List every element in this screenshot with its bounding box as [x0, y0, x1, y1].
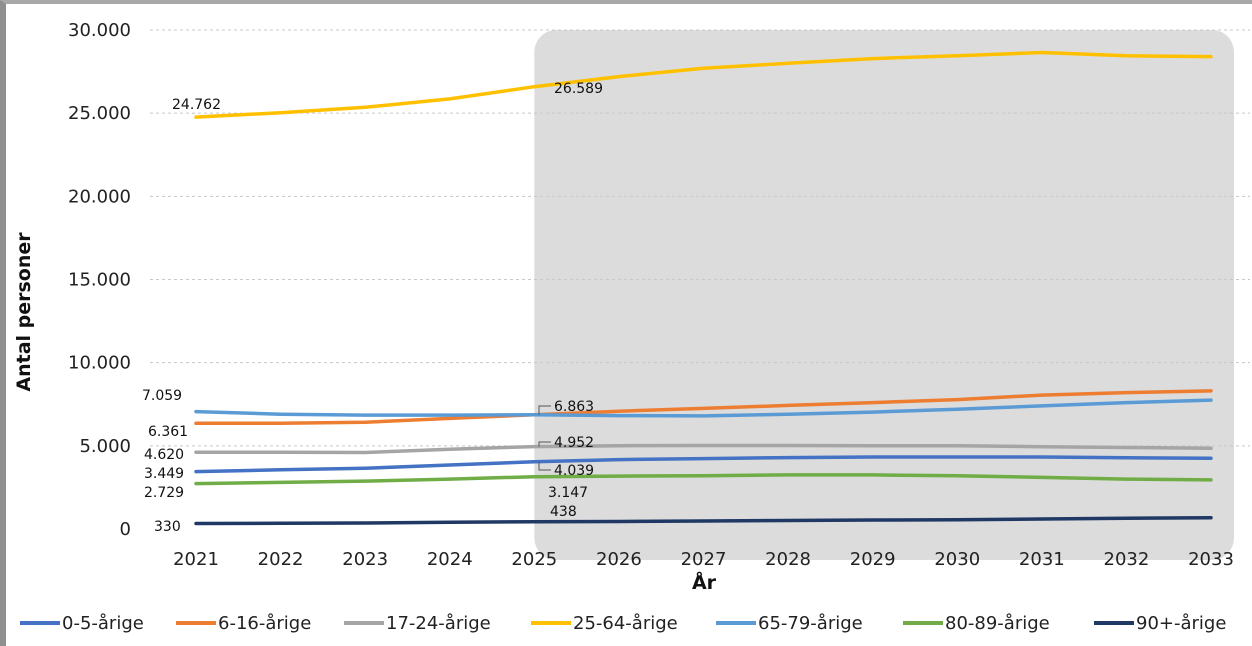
legend-entry: 17-24-årige [386, 613, 491, 634]
x-tick-label: 2029 [850, 549, 896, 570]
series-line-0 [194, 455, 1213, 474]
series-line-6 [194, 515, 1213, 526]
data-label: 3.449 [144, 466, 184, 482]
y-tick-label: 20.000 [68, 186, 131, 207]
x-tick-label: 2022 [258, 549, 304, 570]
x-tick-label: 2025 [511, 549, 557, 570]
y-tick-label: 15.000 [68, 270, 131, 291]
y-tick-label: 30.000 [68, 20, 131, 41]
legend-entry: 0-5-årige [62, 613, 144, 634]
legend-entry: 6-16-årige [218, 613, 311, 634]
x-axis-title: År [692, 570, 717, 594]
data-label-leader [538, 441, 551, 447]
forecast-highlight-region [534, 30, 1234, 560]
y-tick-label: 10.000 [68, 353, 131, 374]
data-label: 6.863 [554, 399, 594, 415]
legend-entry: 90+-årige [1136, 613, 1226, 634]
data-label: 6.361 [148, 424, 188, 440]
y-tick-label: 25.000 [68, 103, 131, 124]
data-label: 438 [550, 504, 577, 520]
x-tick-label: 2024 [427, 549, 473, 570]
data-label: 26.589 [554, 81, 603, 97]
series-line-3 [194, 50, 1213, 119]
data-label-leader [538, 461, 551, 471]
legend-entry: 65-79-årige [758, 613, 863, 634]
x-tick-label: 2033 [1188, 549, 1234, 570]
x-tick-label: 2021 [173, 549, 219, 570]
data-label: 4.039 [554, 463, 594, 479]
x-tick-label: 2026 [596, 549, 642, 570]
series-line-2 [194, 443, 1213, 455]
x-tick-label: 2023 [342, 549, 388, 570]
x-tick-label: 2032 [1104, 549, 1150, 570]
data-label: 4.952 [554, 435, 594, 451]
data-label: 24.762 [172, 97, 221, 113]
series-line-4 [194, 398, 1213, 418]
legend-entry: 80-89-årige [945, 613, 1050, 634]
data-label-leader [538, 405, 551, 415]
data-label: 4.620 [144, 447, 184, 463]
x-tick-label: 2031 [1019, 549, 1065, 570]
legend-entry: 25-64-årige [573, 613, 678, 634]
series-line-1 [194, 389, 1213, 425]
x-tick-label: 2030 [934, 549, 980, 570]
data-label: 2.729 [144, 485, 184, 501]
y-tick-label: 5.000 [79, 436, 131, 457]
y-tick-label: 0 [120, 519, 131, 540]
data-label: 7.059 [142, 388, 182, 404]
x-tick-label: 2027 [681, 549, 727, 570]
y-axis-title: Antal personer [13, 232, 35, 392]
data-label: 3.147 [548, 485, 588, 501]
legend: 0-5-årige 6-16-årige 17-24-årige 25-64-årig… [20, 613, 1226, 634]
data-label: 330 [154, 519, 181, 535]
x-tick-label: 2028 [765, 549, 811, 570]
series-line-5 [194, 473, 1213, 486]
